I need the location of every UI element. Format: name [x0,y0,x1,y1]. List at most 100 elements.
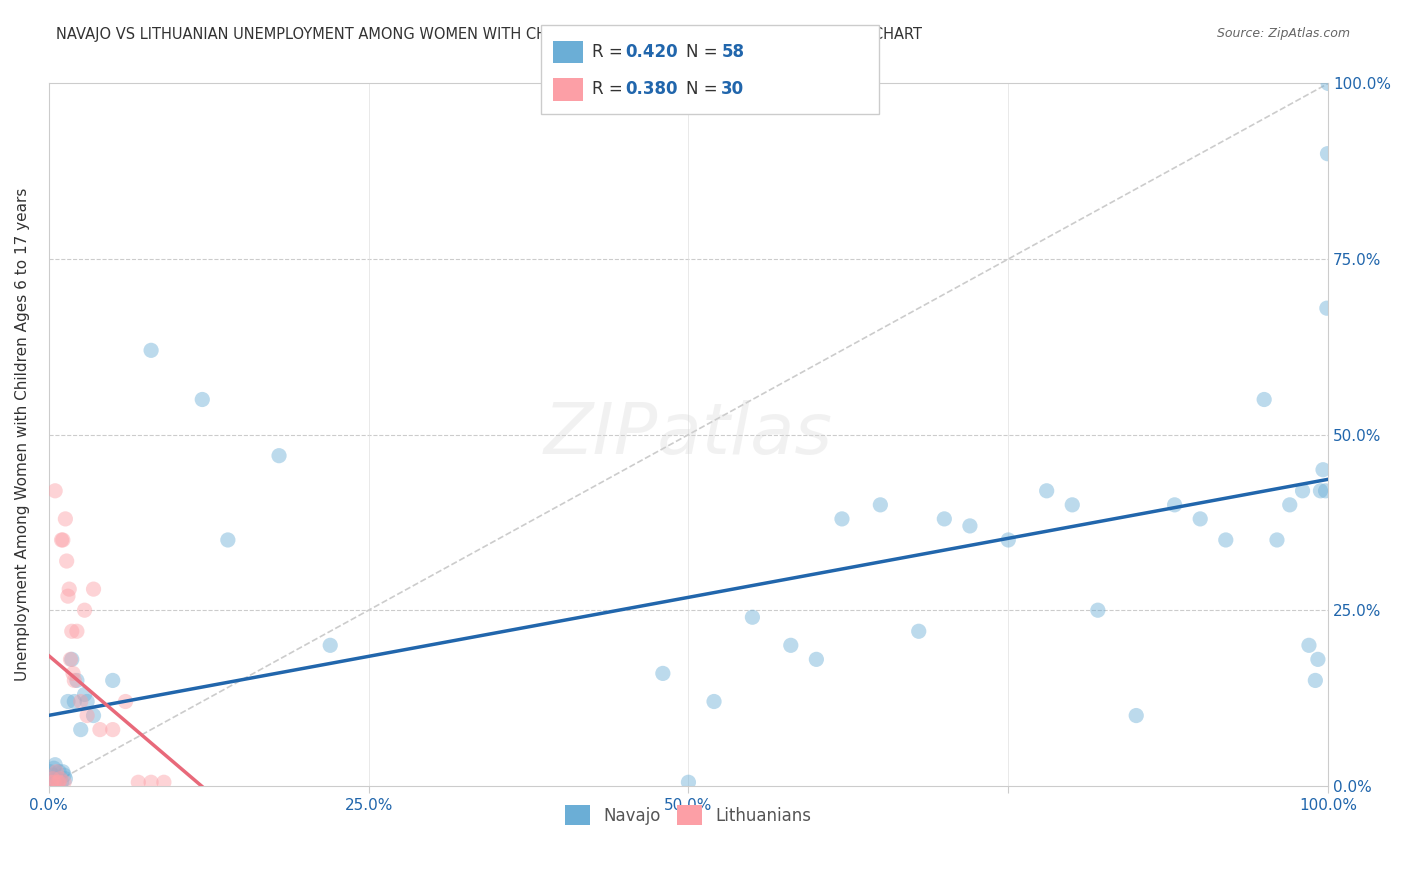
Point [39,764,62,779]
Point [1087,603,1109,617]
Legend: Navajo, Lithuanians: Navajo, Lithuanians [557,797,820,834]
Point [806,652,828,666]
Text: 58: 58 [721,43,744,61]
Point [51,775,73,789]
Point [1306,652,1329,666]
Point [1253,392,1275,407]
Point [44,757,66,772]
Point [1265,533,1288,547]
Point [53,775,76,789]
Point [1062,498,1084,512]
Point [83,708,105,723]
Point [49,772,72,786]
Point [48,775,70,789]
Text: Source: ZipAtlas.com: Source: ZipAtlas.com [1216,27,1350,40]
Point [48,764,70,779]
Point [69,723,91,737]
Point [1316,146,1339,161]
Text: 30: 30 [721,80,744,98]
Point [41,768,63,782]
Text: 0.380: 0.380 [626,80,678,98]
Point [66,624,89,639]
Point [217,533,239,547]
Point [58,582,80,596]
Point [55,772,77,786]
Point [153,775,176,789]
Point [53,768,76,782]
Point [319,638,342,652]
Point [741,610,763,624]
Point [63,673,86,688]
Point [39,775,62,789]
Text: NAVAJO VS LITHUANIAN UNEMPLOYMENT AMONG WOMEN WITH CHILDREN AGES 6 TO 17 YEARS C: NAVAJO VS LITHUANIAN UNEMPLOYMENT AMONG … [56,27,922,42]
Point [45,775,67,789]
Point [678,775,700,789]
Text: R =: R = [592,43,628,61]
Point [997,533,1019,547]
Point [44,483,66,498]
Point [779,638,801,652]
Point [267,449,290,463]
Text: R =: R = [592,80,628,98]
Point [83,582,105,596]
Point [60,652,83,666]
Point [76,708,98,723]
Point [139,343,162,358]
Point [56,694,79,708]
Point [1316,301,1339,316]
Point [46,775,69,789]
Point [1035,483,1057,498]
Point [1215,533,1237,547]
Point [56,589,79,603]
Point [1309,483,1331,498]
Text: N =: N = [686,43,723,61]
Point [41,772,63,786]
Point [1291,483,1313,498]
Point [59,652,82,666]
Point [55,554,77,568]
Point [139,775,162,789]
Point [46,772,69,786]
Point [1312,463,1334,477]
Point [191,392,214,407]
Point [89,723,111,737]
Point [76,694,98,708]
Point [114,694,136,708]
Point [651,666,673,681]
Text: ZIPatlas: ZIPatlas [544,401,832,469]
Point [1298,638,1320,652]
Point [62,666,84,681]
Point [52,533,75,547]
Point [52,764,75,779]
Point [959,519,981,533]
Point [1317,77,1340,91]
Point [1125,708,1147,723]
Point [51,533,73,547]
Point [60,624,83,639]
Point [101,673,124,688]
Point [1278,498,1301,512]
Point [1163,498,1185,512]
Point [69,694,91,708]
Y-axis label: Unemployment Among Women with Children Ages 6 to 17 years: Unemployment Among Women with Children A… [15,188,30,681]
Text: 0.420: 0.420 [626,43,678,61]
Point [934,512,956,526]
Point [907,624,929,639]
Point [101,723,124,737]
Text: N =: N = [686,80,723,98]
Point [63,694,86,708]
Point [39,772,62,786]
Point [45,764,67,779]
Point [42,761,65,775]
Point [127,775,149,789]
Point [1189,512,1212,526]
Point [42,775,65,789]
Point [73,688,96,702]
Point [73,603,96,617]
Point [831,512,853,526]
Point [66,673,89,688]
Point [55,512,77,526]
Point [1315,483,1337,498]
Point [1305,673,1327,688]
Point [869,498,891,512]
